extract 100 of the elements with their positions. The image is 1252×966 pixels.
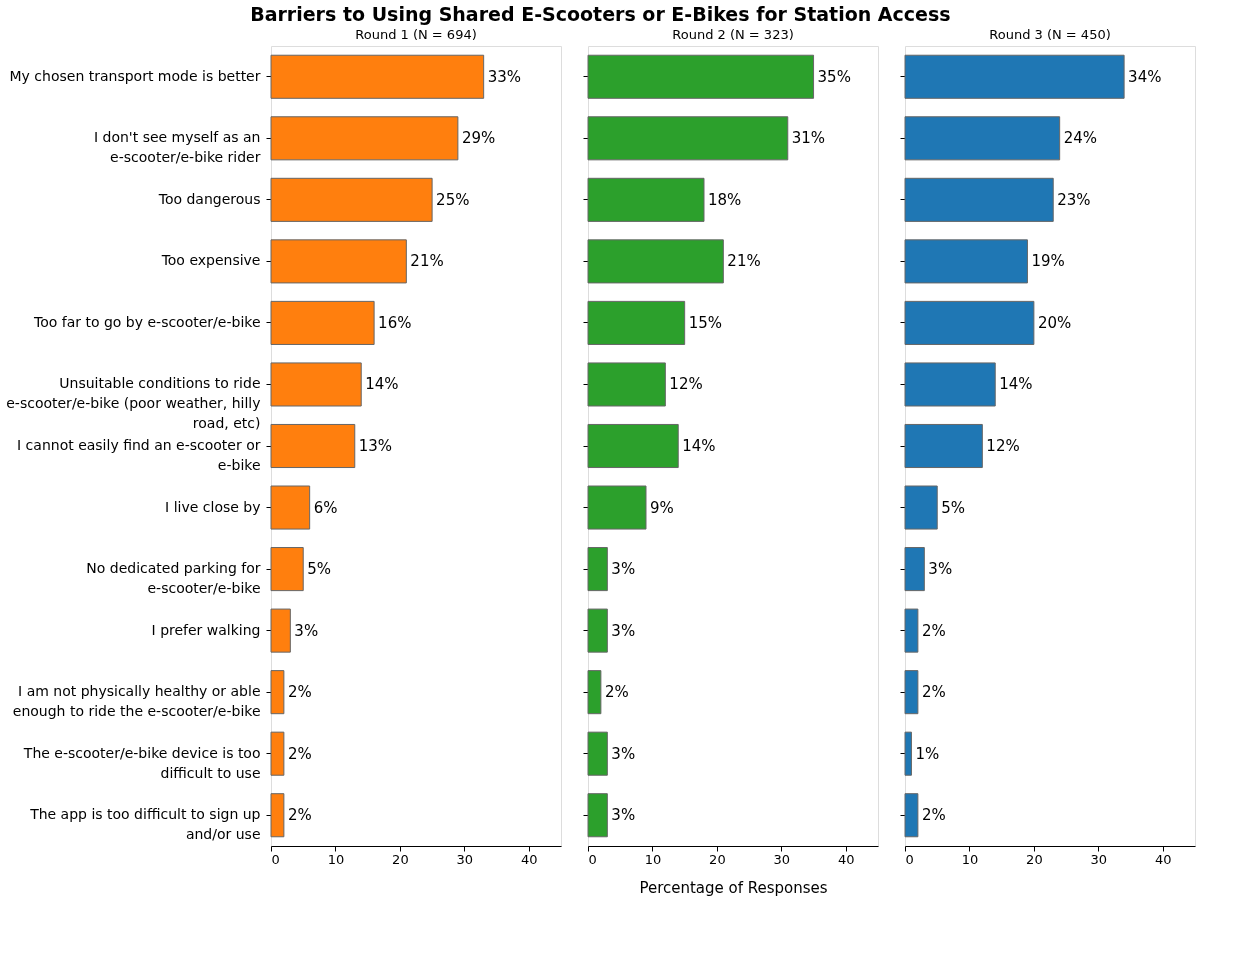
x-tick-label: 20: [709, 851, 726, 867]
bar: [270, 177, 433, 222]
bar: [904, 362, 996, 407]
y-tick-label: Too far to go by e-scooter/e-bike: [32, 313, 261, 330]
x-axis-title: Percentage of Responses: [639, 878, 828, 897]
data-label: 21%: [410, 252, 444, 271]
x-tick-label: 40: [838, 851, 855, 867]
chart-subtitle: Round 1 (N = 694): [355, 27, 477, 42]
data-label: 15%: [688, 313, 723, 332]
bar: [587, 423, 679, 469]
data-label: 23%: [1057, 190, 1091, 209]
x-tick-label: 30: [773, 851, 791, 867]
data-label: 24%: [1063, 129, 1098, 148]
data-label: 12%: [669, 375, 703, 394]
data-label: 14%: [365, 375, 399, 394]
bar: [587, 485, 647, 530]
data-label: 29%: [461, 129, 496, 148]
bar: [587, 239, 724, 284]
x-tick-label: 30: [1090, 851, 1108, 867]
x-tick-label: 10: [327, 851, 345, 867]
bar: [904, 793, 919, 838]
bar: [270, 547, 304, 592]
bar: [587, 547, 608, 592]
y-tick-label: No dedicated parking for e-scooter/e-bike: [86, 560, 261, 597]
x-tick-label: 0: [271, 851, 280, 867]
bar: [270, 54, 485, 99]
bar: [270, 239, 407, 284]
x-tick-label: 40: [1155, 851, 1172, 867]
data-label: 2%: [287, 806, 312, 825]
data-label: 16%: [378, 313, 412, 332]
bar: [904, 116, 1061, 161]
bar: [587, 670, 602, 715]
bar: [587, 731, 608, 776]
data-label: 2%: [921, 806, 946, 825]
data-label: 18%: [708, 190, 742, 209]
bar: [904, 239, 1028, 284]
data-label: 2%: [921, 621, 946, 640]
data-label: 9%: [650, 498, 674, 517]
y-tick-label: I am not physically healthy or able enough to ride the e-scooter/e-bike: [12, 683, 261, 720]
data-label: 13%: [358, 437, 393, 455]
bar: [587, 362, 666, 407]
data-label: 14%: [682, 437, 716, 455]
bar: [270, 793, 285, 838]
data-label: 14%: [999, 375, 1033, 394]
bar: [904, 547, 925, 592]
data-label: 21%: [727, 252, 761, 271]
x-tick-label: 30: [456, 851, 474, 867]
y-tick-label: My chosen transport mode is better: [9, 67, 261, 84]
data-label: 3%: [928, 560, 953, 579]
bar: [270, 362, 362, 407]
data-label: 33%: [487, 67, 522, 86]
text: Barriers to Using Shared E-Scooters or E-Bikes for Station Access: [250, 2, 951, 25]
bar: [270, 116, 459, 161]
data-label: 2%: [287, 683, 312, 702]
data-label: 12%: [986, 437, 1020, 455]
y-tick-label: I prefer walking: [151, 621, 261, 638]
bar: [587, 116, 789, 161]
data-label: 2%: [287, 744, 312, 763]
data-label: 3%: [611, 621, 636, 640]
x-tick-label: 40: [521, 851, 538, 867]
data-label: 3%: [294, 621, 319, 640]
data-label: 25%: [436, 190, 470, 209]
data-label: 20%: [1037, 313, 1072, 332]
data-label: 34%: [1128, 67, 1162, 86]
y-tick-label: Unsuitable conditions to ride e-scooter/e-bike (poor weather, hilly road, etc): [6, 375, 261, 432]
bar: [904, 731, 912, 776]
bar: [904, 670, 919, 715]
y-tick-label: Too dangerous: [157, 190, 261, 207]
data-label: 6%: [313, 498, 338, 517]
chart-subtitle: Round 3 (N = 450): [989, 27, 1111, 42]
bar: [904, 423, 983, 469]
bar: [270, 608, 291, 653]
x-tick-label: 20: [1026, 851, 1043, 867]
y-tick-label: The e-scooter/e-bike device is too difficult to use: [22, 744, 261, 781]
data-label: 5%: [307, 560, 332, 579]
bar: [270, 670, 285, 715]
bar: [587, 177, 705, 222]
x-tick-label: 0: [905, 851, 914, 867]
x-tick-label: 20: [392, 851, 409, 867]
y-tick-label: I live close by: [165, 498, 261, 515]
bar: [904, 485, 938, 530]
bar: [270, 423, 356, 469]
data-label: 5%: [941, 498, 966, 517]
data-label: 19%: [1031, 252, 1065, 271]
bar: [904, 608, 919, 653]
bar: [270, 300, 375, 345]
x-tick-label: 10: [961, 851, 979, 867]
x-tick-label: 10: [644, 851, 662, 867]
y-tick-label: I cannot easily find an e-scooter or e-bike: [17, 437, 261, 473]
bar: [904, 54, 1125, 99]
data-label: 31%: [791, 129, 826, 148]
bar: [904, 300, 1035, 345]
bar: [587, 793, 608, 838]
bar: [270, 485, 311, 530]
data-label: 2%: [604, 683, 629, 702]
y-tick-label: The app is too difficult to sign up and/or use: [29, 806, 261, 843]
data-label: 2%: [921, 683, 946, 702]
y-tick-label: I don't see myself as an e-scooter/e-bike rider: [93, 129, 261, 166]
y-tick-label: Too expensive: [160, 252, 261, 269]
data-label: 3%: [611, 806, 636, 825]
